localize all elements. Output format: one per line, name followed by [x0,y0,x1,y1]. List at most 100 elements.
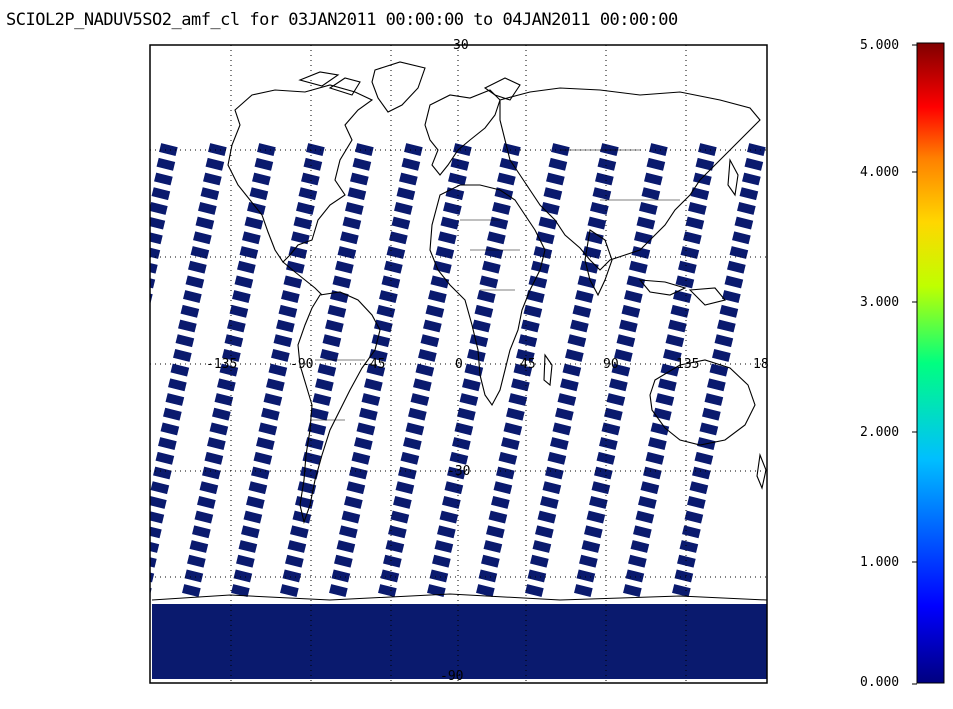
swath-segment [450,157,470,171]
lat-label-neg30: -30 [447,464,470,479]
swath-segment [584,525,603,539]
swath-segment [219,363,239,377]
swath-segment [643,466,662,480]
swath-segment [427,584,446,598]
swath-segment [273,334,293,348]
swath-segment [165,393,185,406]
swath-segment [639,201,658,215]
swath-segment [680,246,700,259]
swath-segment [150,584,152,598]
swath-segment [464,363,484,377]
swath-segment [717,319,736,333]
swath-segment [227,319,246,333]
swath-segment [682,525,701,539]
swath-segment [385,540,405,553]
swath-segment [261,407,280,421]
colorbar-ticks [912,44,917,685]
swath-segment [704,393,724,406]
swath-segment [616,334,636,348]
swath-segment [547,451,567,465]
swath-segment [195,216,215,230]
swath-segment [390,510,410,524]
swath-segment [546,172,565,186]
swath-segment [150,201,168,215]
swath-segment [194,510,214,524]
swath-segment [178,319,197,333]
swath-segment [160,422,180,436]
swath-segment [447,466,466,480]
swath-segment [467,348,486,362]
colorbar-tick-label: 2.000 [860,425,900,440]
swath-segment [285,554,304,568]
swath-segment [525,584,544,598]
swath-segment [538,216,558,230]
swath-segment [570,319,589,333]
swath-segment [175,334,195,348]
swath-segment [638,495,657,509]
swath-segment [205,157,225,171]
swath-segment [376,304,396,318]
swath-segment [389,231,408,245]
swath-segment [94,525,113,538]
swath-segment [403,437,422,451]
swath-segment [266,378,285,392]
swath-segment [479,275,499,289]
swath-segment [359,407,378,421]
swath-segment [378,584,397,598]
swath-segment [486,525,505,539]
swath-segment [322,334,342,348]
swath-segment [457,407,476,421]
swath-segment [405,422,425,436]
swath-segment [207,437,226,451]
swath-segment [187,554,206,568]
swath-segment [271,348,290,362]
swath-segment [722,290,741,304]
lon-label-18: 18 [753,357,769,372]
swath-segment [572,304,592,318]
swath-segment [476,584,495,598]
swath-segment [560,378,579,392]
swath-segment [425,304,445,318]
lon-label-135: 135 [676,357,699,372]
swath-segment [224,334,244,348]
swath-segment [521,319,540,333]
swath-segment [303,157,323,171]
swath-segment [428,290,447,304]
swath-segment [163,407,182,421]
swath-segment [185,275,205,289]
swath-segment [452,437,471,451]
lon-label-neg45: -45 [362,357,385,372]
swath-segment [296,201,315,215]
swath-segment [600,143,619,157]
swath-segment [442,495,461,509]
swath-segment [340,231,359,245]
swath-segment [683,231,702,245]
swath-segment [193,231,212,245]
swath-segment [212,407,231,421]
swath-segment [498,451,518,465]
swath-segment [183,290,202,304]
swath-segment [87,569,106,582]
swath-segment [393,495,412,509]
swath-segment [587,216,607,230]
swath-segment [707,378,726,392]
colorbar-tick-label: 4.000 [860,165,900,180]
swath-segment [150,495,167,509]
colorbar-tick-label: 0.000 [860,675,900,690]
swath-segment [92,540,111,553]
swath-segment [511,378,530,392]
swath-segment [685,216,705,230]
swath-segment [439,510,459,524]
swath-segment [237,260,256,274]
swath-segment [239,246,259,259]
swath-segment [344,495,363,509]
swath-segment [497,172,516,186]
swath-segment [384,260,403,274]
swath-segment [342,216,362,230]
swath-segment [345,201,364,215]
swath-segment [474,304,494,318]
swath-segment [150,554,157,568]
lat-label-30: 30 [453,38,469,53]
swath-segment [159,143,178,157]
swath-segment [287,540,307,553]
